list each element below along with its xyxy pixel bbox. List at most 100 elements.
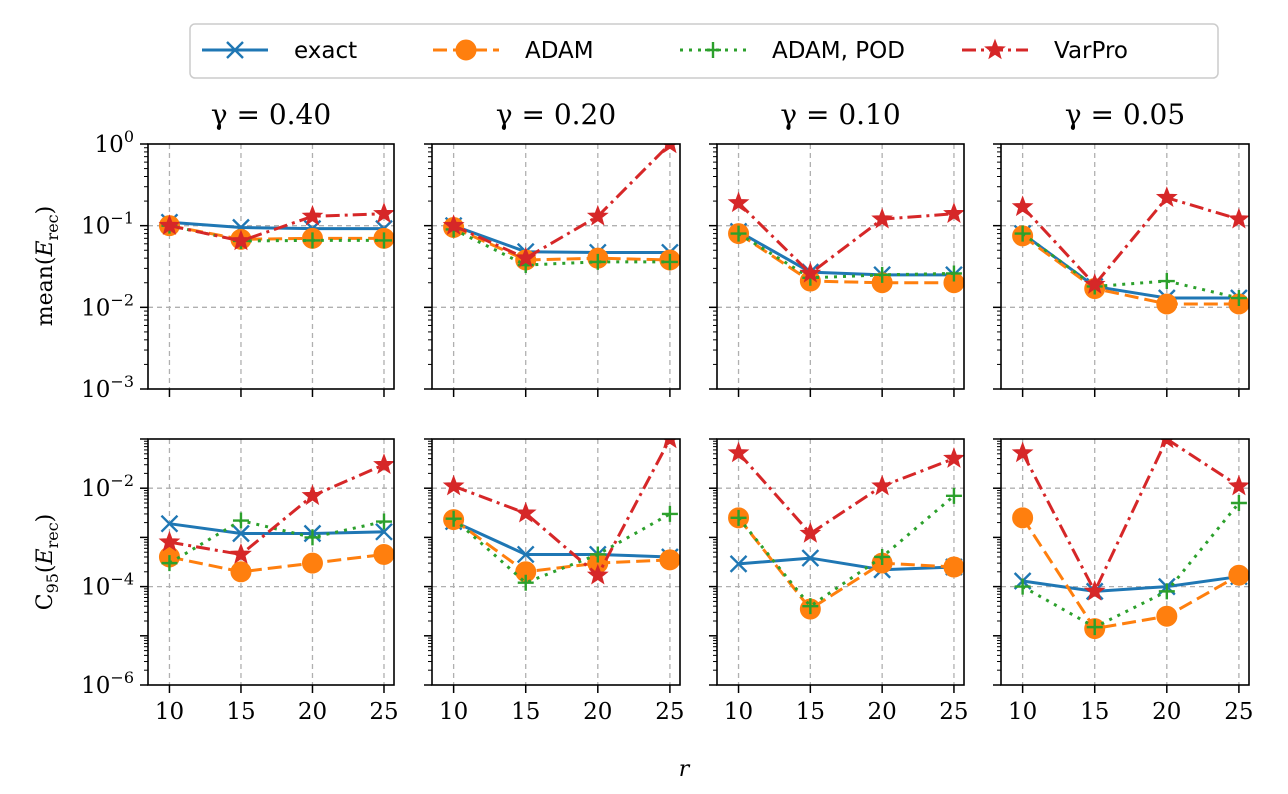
legend-frame bbox=[189, 23, 1219, 79]
series-line bbox=[168, 518, 385, 565]
data-point bbox=[516, 545, 535, 564]
chart-panel: 10 15 20 25 bbox=[709, 438, 969, 725]
x-tick-label: 10 bbox=[724, 699, 753, 725]
data-point bbox=[230, 229, 252, 251]
legend-entry: VarPro bbox=[962, 38, 1128, 64]
data-point bbox=[1086, 619, 1103, 636]
x-tick-label: 15 bbox=[1080, 699, 1109, 725]
data-point bbox=[158, 530, 181, 552]
data-point bbox=[514, 501, 537, 523]
axes-frame bbox=[431, 143, 681, 390]
series-line bbox=[1021, 234, 1239, 306]
legend-entry: ADAM bbox=[433, 38, 594, 64]
series-group bbox=[158, 453, 394, 583]
data-point bbox=[727, 191, 750, 213]
series-line bbox=[1021, 195, 1240, 287]
data-point bbox=[589, 546, 606, 563]
data-point bbox=[226, 41, 244, 59]
series-line bbox=[169, 552, 385, 574]
data-point bbox=[984, 38, 1006, 60]
data-point bbox=[589, 253, 606, 270]
data-point bbox=[373, 543, 394, 565]
chart-panel: γ = 0.05 bbox=[993, 98, 1250, 397]
data-point bbox=[445, 510, 462, 527]
x-tick-label: 15 bbox=[796, 699, 825, 725]
data-point bbox=[304, 232, 321, 249]
data-point bbox=[1083, 273, 1106, 294]
axes-frame bbox=[431, 438, 681, 686]
series-line bbox=[1021, 517, 1240, 631]
legend: exact ADAM ADAM, POD VarPro bbox=[189, 23, 1219, 79]
panel-title: γ = 0.20 bbox=[496, 98, 616, 131]
data-point bbox=[375, 513, 392, 530]
chart-panel: 100 10−1 10−2 10−3 γ = 0.40 bbox=[81, 98, 395, 403]
chart-panel: γ = 0.20 bbox=[424, 98, 681, 397]
data-point bbox=[586, 563, 609, 585]
data-point bbox=[799, 522, 822, 543]
series-line bbox=[453, 520, 670, 559]
data-point bbox=[232, 524, 250, 543]
data-point bbox=[799, 262, 822, 283]
series-line bbox=[1021, 232, 1240, 300]
data-point bbox=[1014, 578, 1031, 595]
data-point bbox=[1155, 186, 1178, 207]
panel-title: γ = 0.40 bbox=[211, 98, 331, 131]
data-point bbox=[1011, 441, 1034, 463]
chart-panel: 10−2 10−4 10−6 10 15 20 25 bbox=[81, 438, 399, 725]
data-point bbox=[802, 598, 819, 615]
data-point bbox=[1083, 579, 1106, 601]
y-tick-label: 10−2 bbox=[81, 471, 134, 502]
axes-frame bbox=[716, 143, 965, 390]
data-point bbox=[1011, 195, 1034, 217]
series-group bbox=[727, 441, 964, 620]
chart-panel: 10 15 20 25 bbox=[424, 438, 685, 725]
x-tick-label: 25 bbox=[1224, 699, 1253, 725]
series-line bbox=[1021, 232, 1239, 300]
data-point bbox=[1228, 207, 1249, 229]
data-point bbox=[1156, 293, 1178, 315]
series-line bbox=[453, 439, 672, 578]
x-tick-label: 25 bbox=[369, 699, 398, 725]
chart-panel: 10 15 20 25 bbox=[993, 438, 1254, 725]
data-point bbox=[871, 207, 894, 229]
data-point bbox=[375, 232, 392, 249]
axes-frame bbox=[1000, 438, 1250, 686]
series-line bbox=[169, 522, 385, 536]
y-axis-label-mean: mean(Erec) bbox=[33, 206, 62, 326]
data-point bbox=[1230, 495, 1247, 512]
data-point bbox=[1228, 474, 1249, 496]
data-point bbox=[874, 548, 891, 565]
data-point bbox=[230, 543, 252, 564]
data-point bbox=[301, 552, 323, 574]
data-point bbox=[1012, 507, 1034, 529]
y-axis-label-c95: C95(Erec) bbox=[33, 514, 62, 611]
data-point bbox=[663, 439, 677, 449]
legend-label: VarPro bbox=[1054, 38, 1128, 64]
series-line bbox=[169, 463, 385, 557]
data-point bbox=[945, 487, 962, 504]
data-point bbox=[455, 39, 477, 61]
data-point bbox=[705, 42, 721, 58]
legend-label: ADAM bbox=[525, 38, 594, 64]
x-tick-label: 25 bbox=[655, 699, 684, 725]
chart-panel: γ = 0.10 bbox=[709, 98, 965, 397]
data-point bbox=[517, 574, 534, 591]
x-tick-label: 25 bbox=[939, 699, 968, 725]
y-tick-label: 10−6 bbox=[81, 668, 134, 699]
series-line bbox=[452, 518, 670, 574]
axes-frame bbox=[147, 143, 395, 390]
axes-frame bbox=[716, 438, 965, 686]
series-group bbox=[158, 202, 394, 251]
legend-label: ADAM, POD bbox=[772, 38, 905, 64]
data-point bbox=[586, 204, 609, 226]
x-axis-label: r bbox=[679, 757, 691, 782]
series-line bbox=[453, 226, 670, 262]
data-point bbox=[232, 512, 249, 529]
data-point bbox=[943, 556, 964, 578]
x-tick-label: 15 bbox=[511, 699, 540, 725]
x-tick-label: 10 bbox=[155, 699, 184, 725]
series-line bbox=[737, 232, 954, 280]
data-point bbox=[730, 225, 747, 242]
data-point bbox=[663, 144, 677, 154]
series-line bbox=[169, 224, 384, 241]
